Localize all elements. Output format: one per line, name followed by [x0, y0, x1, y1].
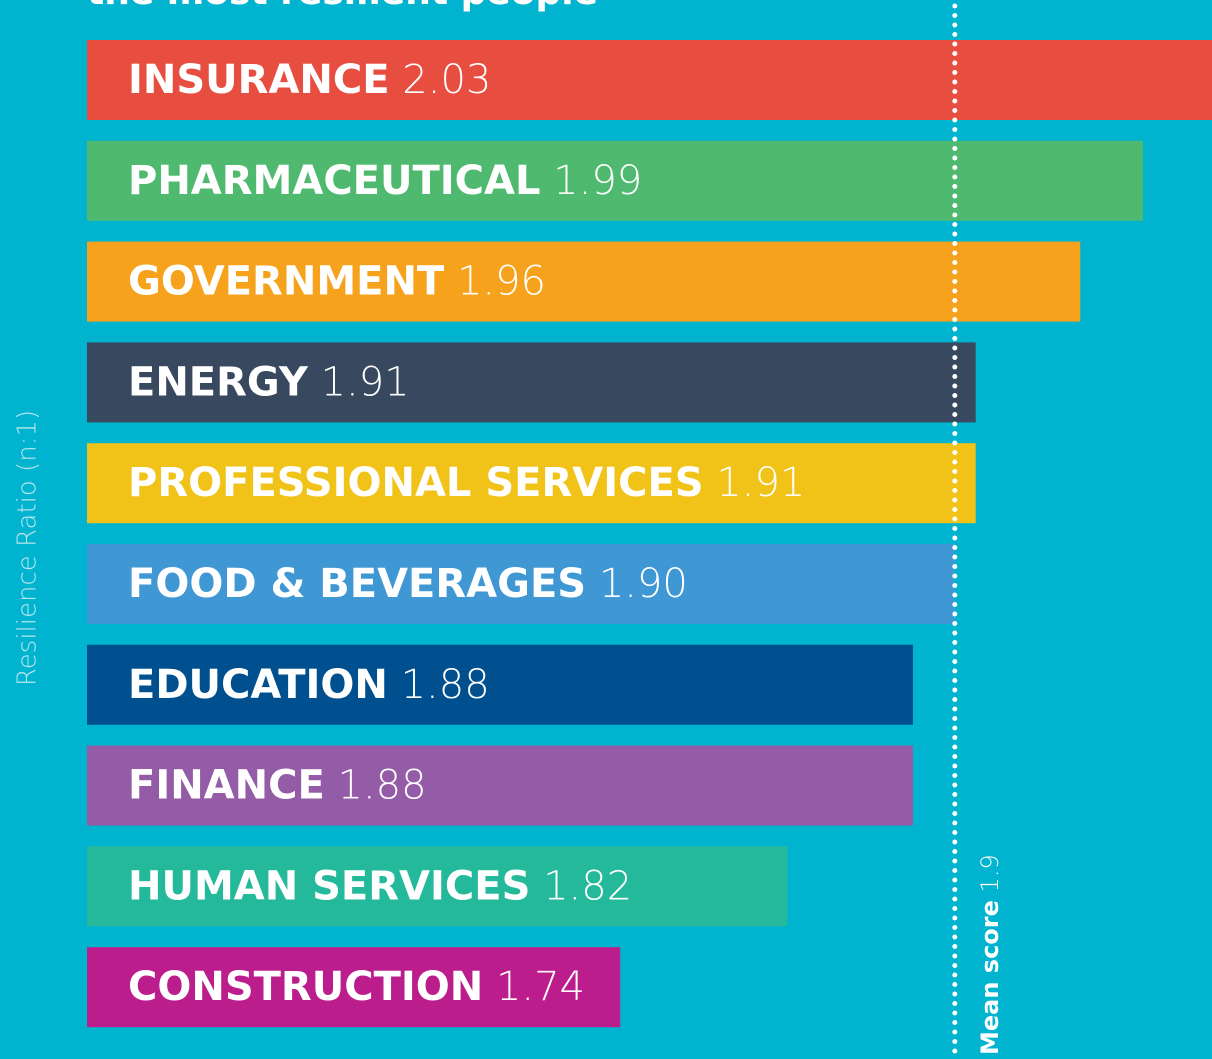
bar-label: FOOD & BEVERAGES 1.90	[128, 561, 688, 607]
category-label: PROFESSIONAL SERVICES	[128, 460, 704, 506]
value-label: 1.99	[553, 158, 642, 204]
bar	[87, 745, 913, 826]
category-label: GOVERNMENT	[128, 259, 445, 305]
value-label: 2.03	[402, 57, 491, 103]
bar	[87, 846, 788, 927]
value-label: 1.82	[543, 863, 632, 909]
chart-title: the most resilient people	[87, 0, 598, 13]
bar	[87, 947, 621, 1028]
category-label: FINANCE	[128, 763, 325, 809]
value-label: 1.74	[496, 964, 585, 1010]
bar	[87, 644, 913, 725]
value-label: 1.91	[716, 460, 805, 506]
value-label: 1.90	[599, 561, 688, 607]
bar	[87, 544, 955, 624]
bar-label: CONSTRUCTION 1.74	[128, 964, 585, 1010]
bar	[87, 40, 1212, 120]
value-label: 1.88	[338, 763, 427, 809]
bar-label: PROFESSIONAL SERVICES 1.91	[128, 460, 805, 506]
category-label: CONSTRUCTION	[128, 964, 483, 1010]
bar-label: FINANCE 1.88	[128, 763, 427, 809]
category-label: HUMAN SERVICES	[128, 863, 530, 909]
category-label: PHARMACEUTICAL	[128, 158, 540, 204]
mean-value: 1.9	[976, 854, 1004, 892]
bar-label: EDUCATION 1.88	[128, 662, 490, 708]
bar-label: HUMAN SERVICES 1.82	[128, 863, 632, 909]
value-label: 1.96	[457, 259, 546, 305]
bar-label: ENERGY 1.91	[128, 359, 410, 405]
category-label: EDUCATION	[128, 662, 388, 708]
axis-label: Resilience Ratio (n:1)	[13, 410, 43, 686]
value-label: 1.88	[401, 662, 490, 708]
bar	[87, 140, 1143, 221]
category-label: ENERGY	[128, 359, 309, 405]
bar-label: PHARMACEUTICAL 1.99	[128, 158, 642, 204]
category-label: INSURANCE	[128, 57, 390, 103]
mean-label-name: Mean score	[976, 900, 1004, 1055]
bar-label: INSURANCE 2.03	[128, 57, 491, 103]
bar-label: GOVERNMENT 1.96	[128, 259, 546, 305]
category-label: FOOD & BEVERAGES	[128, 561, 586, 607]
mean-label: Mean score 1.9	[976, 854, 1004, 1055]
bar	[87, 443, 976, 524]
bar	[87, 342, 976, 423]
bar	[87, 241, 1081, 322]
value-label: 1.91	[321, 359, 410, 405]
